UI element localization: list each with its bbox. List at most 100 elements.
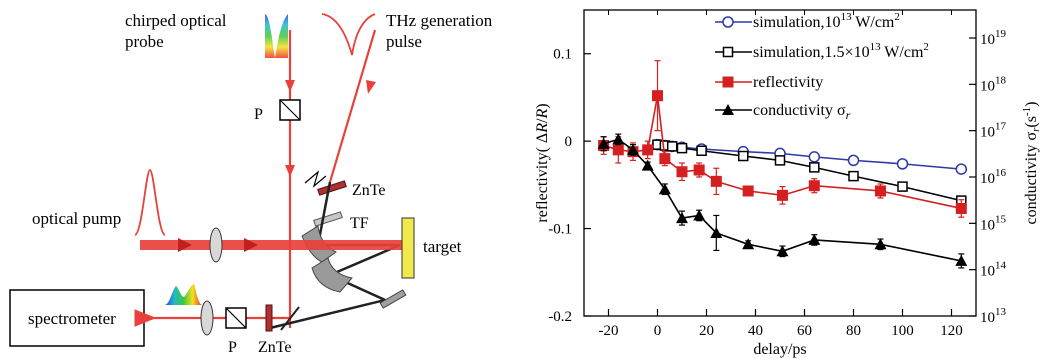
- y2-axis-label: conductivity σr(s-1): [1021, 102, 1042, 225]
- data-point: [955, 202, 967, 214]
- znte-bottom-crystal: [265, 304, 273, 332]
- data-point: [776, 189, 788, 201]
- znte-bottom-label: ZnTe: [258, 339, 292, 356]
- data-point: [676, 142, 688, 154]
- flat-mirror-right: [379, 289, 407, 309]
- data-point: [738, 150, 749, 162]
- y-tick-label: 0: [565, 134, 573, 150]
- y2-tick-label: 1019: [980, 28, 1007, 48]
- thz-wave-icon: [304, 170, 327, 188]
- thz-label-line2: pulse: [386, 32, 422, 51]
- legend-marker: [722, 16, 734, 28]
- y2-tick-label: 1014: [980, 260, 1007, 280]
- x-tick-label: 60: [797, 323, 812, 339]
- pump-beam: [140, 240, 404, 250]
- data-point: [742, 185, 754, 197]
- data-point: [612, 144, 624, 156]
- y2-tick-label: 1015: [980, 213, 1007, 233]
- legend: simulation,1013 W/cm2 simulation,1.5×1013…: [715, 11, 929, 122]
- legend-label: reflectivity: [753, 74, 823, 91]
- chart: -20 0 20 40 60 80 100 120 0.1 0 -0.1 -0.2 1019 1018…: [534, 9, 1042, 358]
- data-point: [710, 226, 723, 238]
- data-point: [641, 159, 654, 171]
- data-point: [874, 185, 886, 197]
- data-point: [710, 175, 722, 187]
- series-3: [597, 133, 968, 269]
- thz-label-line1: THz generation: [386, 11, 493, 30]
- data-point: [659, 153, 671, 165]
- probe-label-line1: chirped optical: [125, 11, 227, 30]
- x-tick-label: 20: [699, 323, 714, 339]
- polarizer-bottom-label: P: [228, 339, 237, 356]
- thz-pulse-icon: [321, 13, 376, 56]
- data-point: [652, 90, 663, 102]
- data-point: [896, 158, 909, 170]
- legend-label: conductivity σr: [753, 102, 851, 122]
- data-point: [808, 151, 821, 163]
- data-point: [955, 163, 968, 175]
- x-axis-label: delay/ps: [753, 341, 806, 358]
- data-point: [874, 238, 887, 250]
- polarizer-top-icon: [279, 99, 301, 121]
- data-point: [658, 183, 671, 195]
- legend-label: simulation,1013 W/cm2: [753, 11, 900, 31]
- data-point: [666, 141, 678, 152]
- plot-frame: [583, 9, 977, 317]
- data-point: [848, 170, 859, 182]
- x-tick-label: -20: [599, 323, 619, 339]
- spectrum-icon: [165, 284, 202, 305]
- data-point: [693, 164, 705, 176]
- legend-marker: [722, 104, 734, 115]
- legend-marker: [722, 46, 734, 58]
- tf-filter: [313, 211, 343, 227]
- x-tick-label: 120: [940, 323, 963, 339]
- setup-diagram: chirped optical probe THz generation pul…: [9, 11, 493, 356]
- data-point: [693, 209, 706, 221]
- x-tick-label: 40: [748, 323, 763, 339]
- spectrometer-box: [9, 289, 145, 347]
- series-layer: [597, 60, 968, 269]
- beam-combiner: [280, 306, 300, 331]
- data-point: [627, 143, 639, 155]
- x-tick-label: 0: [654, 323, 662, 339]
- data-point: [808, 233, 821, 245]
- polarizer-top-label: P: [254, 106, 263, 123]
- y2-tick-label: 1017: [980, 121, 1007, 141]
- target-block: [401, 217, 415, 279]
- data-point: [612, 133, 625, 145]
- x-tick-label: 100: [891, 323, 914, 339]
- data-point: [776, 245, 789, 257]
- y-tick-label: -0.1: [548, 222, 572, 238]
- y2-tick-label: 1013: [980, 306, 1007, 326]
- detection-lens: [200, 300, 214, 336]
- y-tick-label: 0.1: [553, 47, 572, 63]
- legend-label: simulation,1.5×1013 W/cm2: [753, 41, 929, 61]
- parabolic-mirror-lower: [311, 257, 353, 293]
- y-axis-label: reflectivity( ΔR/R): [534, 103, 551, 222]
- pump-label: optical pump: [32, 209, 121, 228]
- pump-pulse-icon: [134, 169, 166, 236]
- legend-marker: [722, 76, 734, 88]
- data-point: [847, 154, 860, 167]
- data-point: [808, 180, 820, 192]
- pump-lens: [209, 227, 223, 263]
- x-axis-ticks: -20 0 20 40 60 80 100 120: [599, 10, 963, 339]
- target-label: target: [423, 237, 462, 256]
- probe-label-line2: probe: [125, 32, 164, 51]
- znte-top-crystal: [317, 180, 347, 196]
- y-tick-label: -0.2: [548, 309, 572, 325]
- polarizer-bottom-icon: [225, 307, 247, 329]
- y2-tick-label: 1016: [980, 167, 1007, 187]
- data-point: [642, 144, 654, 156]
- data-point: [897, 181, 908, 192]
- thz-generation-beam: [328, 29, 377, 183]
- y-axis-ticks: 0.1 0 -0.1 -0.2: [548, 47, 591, 325]
- data-point: [676, 212, 688, 224]
- y2-axis-ticks: 1019 1018 1017 1016 1015 1014 1013: [969, 28, 1007, 326]
- data-point: [676, 166, 688, 178]
- data-point: [955, 254, 968, 266]
- spectrometer-label: spectrometer: [28, 309, 116, 328]
- data-point: [742, 238, 755, 250]
- data-point: [597, 137, 610, 149]
- data-point: [809, 162, 820, 173]
